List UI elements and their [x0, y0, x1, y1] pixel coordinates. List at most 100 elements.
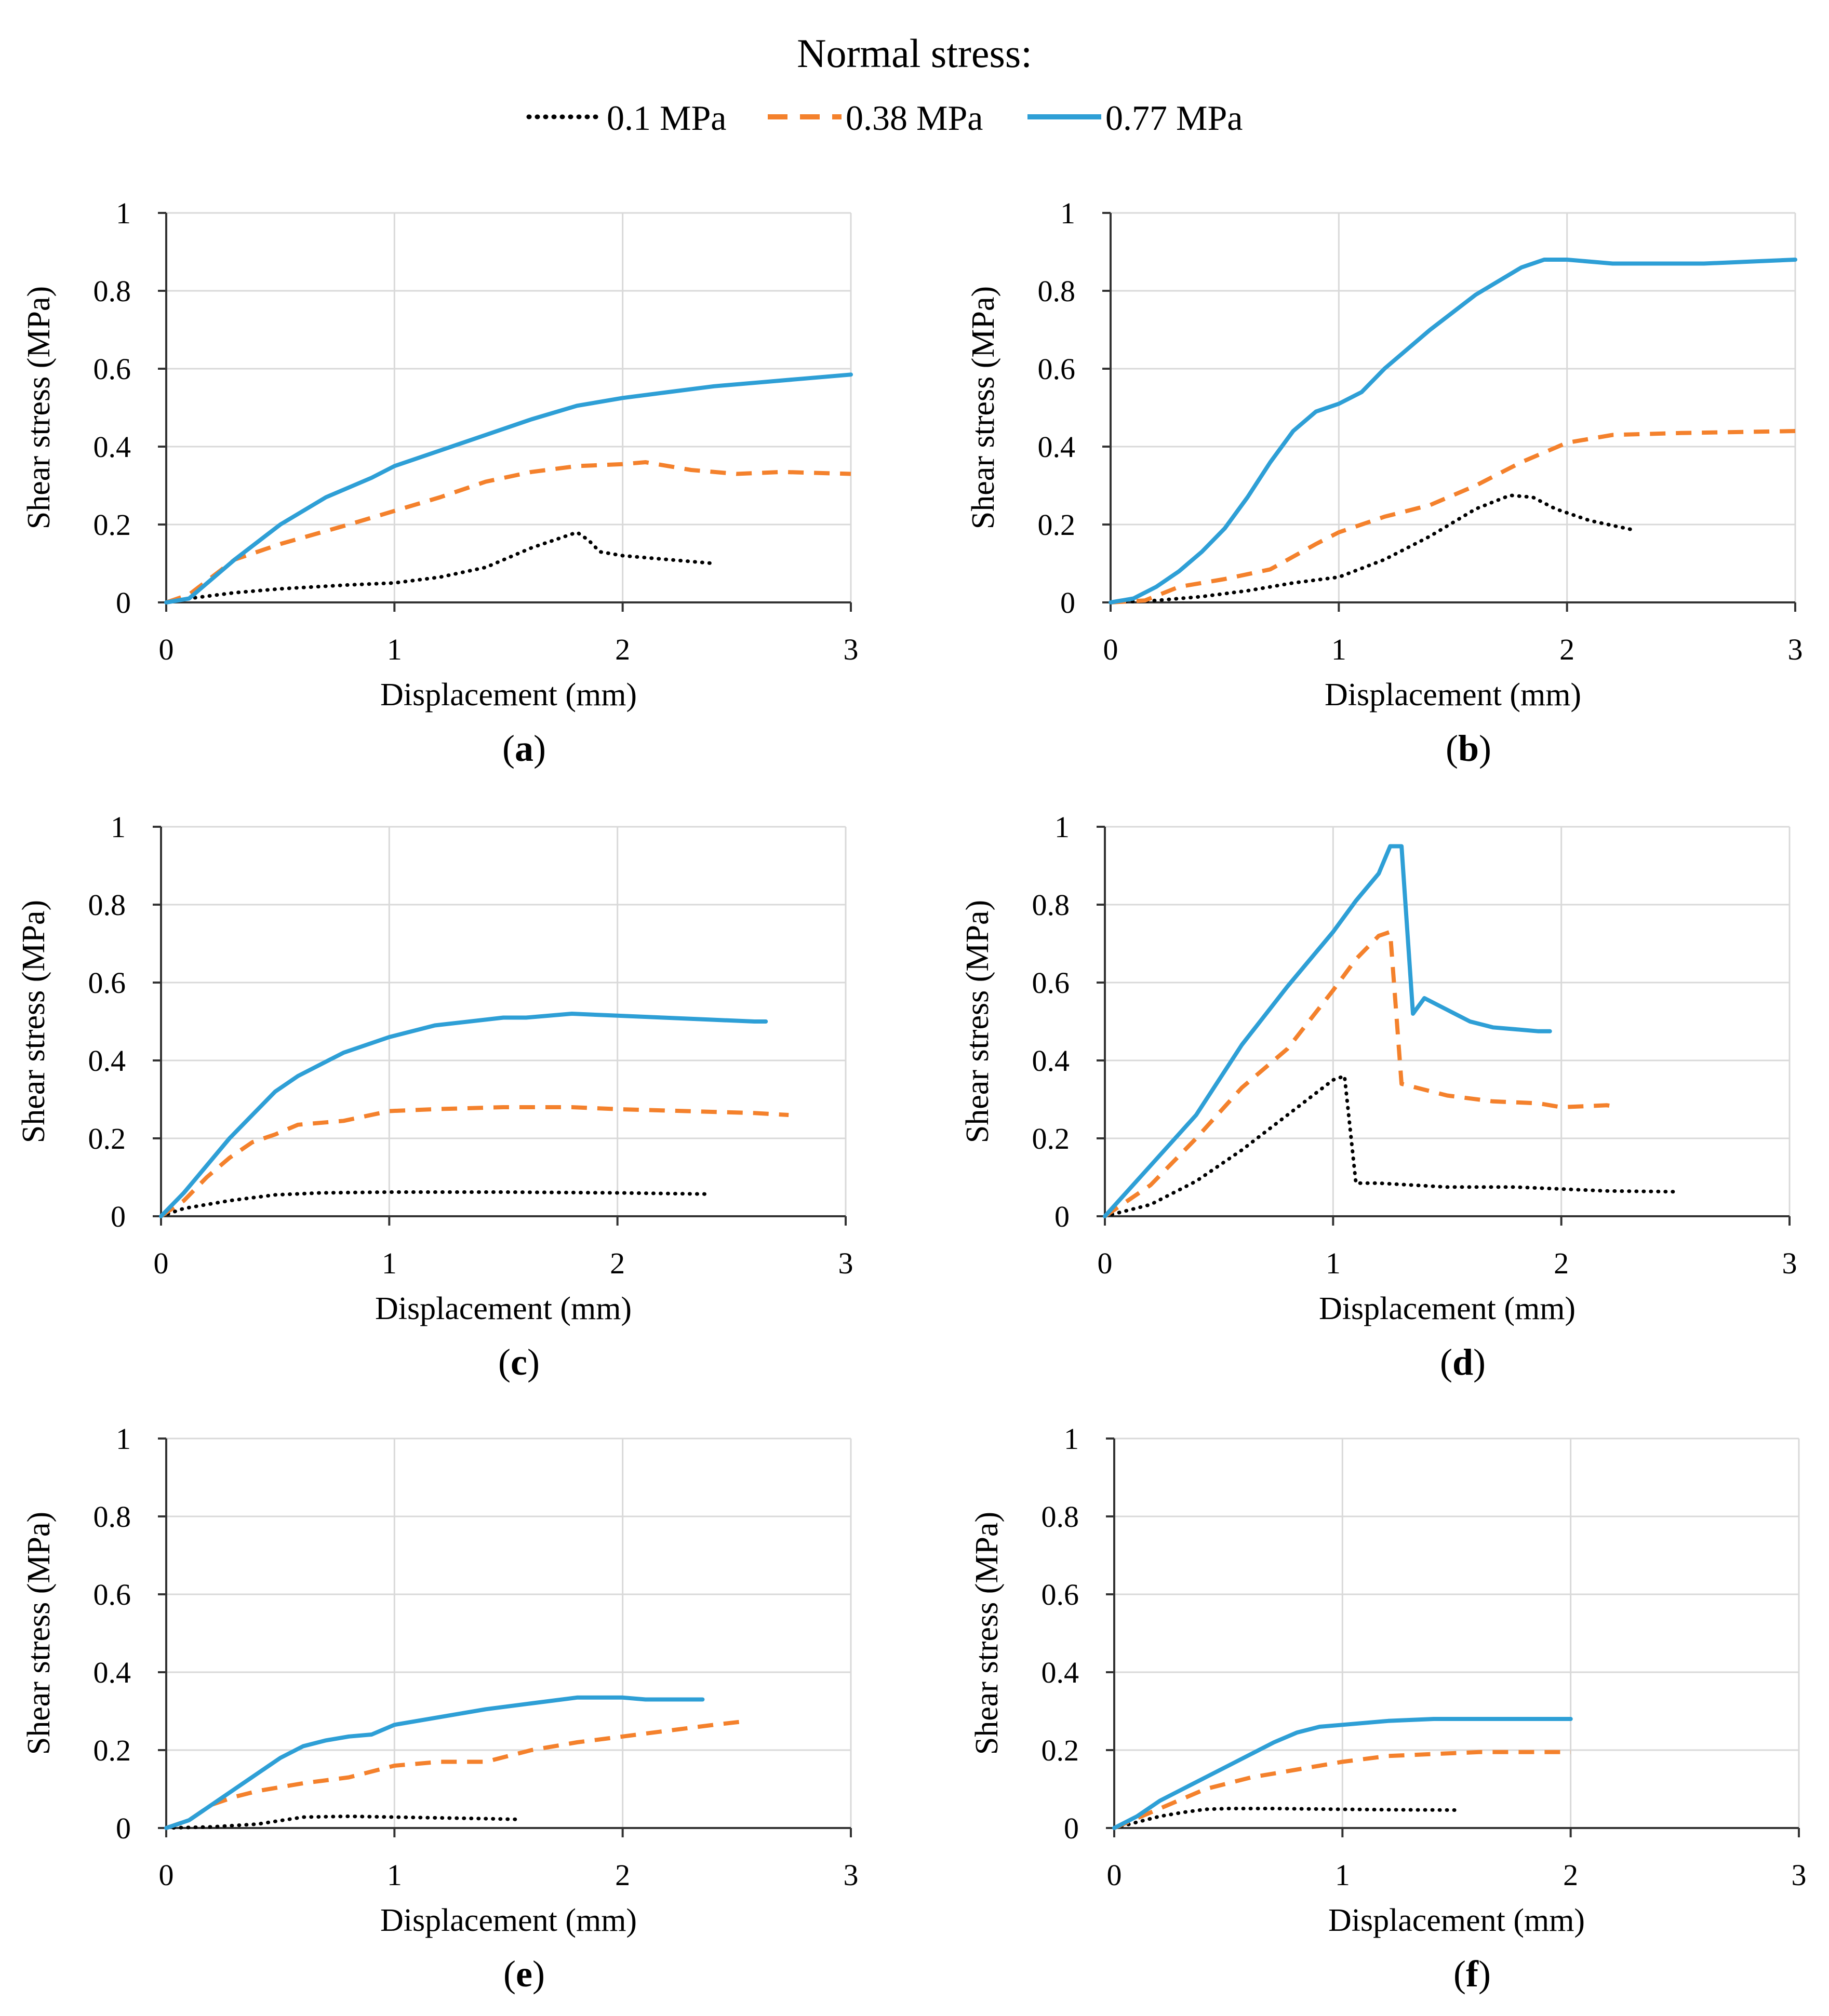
y-tick-label: 0.6 [1038, 352, 1076, 386]
y-tick-label: 0 [1060, 586, 1075, 620]
x-tick-label: 2 [615, 633, 630, 666]
y-axis-title: Shear stress (MPa) [16, 900, 51, 1143]
x-tick-label: 0 [159, 633, 174, 666]
series-line-0-1-mpa [1109, 493, 1637, 604]
x-tick-label: 0 [159, 1858, 174, 1892]
y-tick-label: 0.2 [88, 1122, 126, 1155]
y-tick-label: 0 [1064, 1811, 1079, 1845]
y-tick-label: 0 [116, 1811, 131, 1845]
legend-label: 0.77 MPa [1105, 98, 1243, 138]
y-tick-label: 0.4 [1038, 430, 1076, 464]
y-axis-title: Shear stress (MPa) [960, 900, 995, 1143]
y-tick-label: 0 [1054, 1200, 1070, 1233]
panel-label-letter: f [1466, 1953, 1479, 1995]
y-tick-label: 0.8 [88, 888, 126, 922]
x-tick-label: 3 [1792, 1858, 1807, 1892]
y-tick-label: 0.4 [1042, 1656, 1079, 1689]
y-tick-label: 0.8 [1032, 888, 1070, 922]
x-tick-label: 1 [387, 1858, 402, 1892]
y-tick-label: 0.2 [1038, 508, 1076, 542]
x-tick-label: 3 [844, 1858, 859, 1892]
panel-label: (d) [1440, 1341, 1486, 1383]
panel-label-close: ) [527, 1341, 540, 1383]
panel-label-open: ( [1446, 728, 1458, 769]
legend-label: 0.1 MPa [607, 98, 727, 138]
y-tick-label: 0.6 [94, 352, 131, 386]
x-tick-label: 0 [154, 1246, 169, 1280]
panel-label-letter: e [516, 1953, 532, 1995]
y-axis-title: Shear stress (MPa) [21, 286, 57, 529]
y-axis-title: Shear stress (MPa) [21, 1512, 57, 1755]
x-tick-label: 1 [1331, 633, 1346, 666]
y-tick-label: 0 [111, 1200, 126, 1233]
panel-label-close: ) [533, 728, 546, 769]
x-tick-label: 3 [1782, 1246, 1797, 1280]
x-axis-title: Displacement (mm) [380, 1903, 637, 1938]
y-tick-label: 0.4 [1032, 1044, 1070, 1078]
panel-label-close: ) [1479, 728, 1491, 769]
panel-label-close: ) [1478, 1953, 1491, 1995]
series-line-0-38-mpa [165, 460, 851, 604]
panel-label-letter: c [511, 1341, 527, 1383]
x-axis-title: Displacement (mm) [1328, 1903, 1585, 1938]
series-line-0-38-mpa [1113, 1750, 1571, 1830]
x-tick-label: 1 [382, 1246, 397, 1280]
panel-label-open: ( [498, 1341, 511, 1383]
legend-swatch-solid [1027, 114, 1101, 119]
panel-label-letter: a [515, 728, 533, 769]
x-tick-label: 2 [1554, 1246, 1569, 1280]
y-tick-label: 0.2 [1032, 1122, 1070, 1155]
x-tick-label: 2 [615, 1858, 630, 1892]
panel-label-close: ) [1473, 1341, 1486, 1383]
series-line-0-1-mpa [1112, 1807, 1459, 1830]
y-tick-label: 0.2 [94, 1733, 131, 1767]
y-axis-title: Shear stress (MPa) [969, 1512, 1005, 1755]
x-tick-label: 2 [1563, 1858, 1578, 1892]
series-line-0-77-mpa [1112, 1717, 1573, 1830]
panel-label-letter: d [1452, 1341, 1473, 1383]
y-tick-label: 0.8 [94, 274, 131, 308]
panel-label: (c) [498, 1341, 540, 1383]
y-tick-label: 1 [116, 1422, 131, 1456]
series-line-0-38-mpa [1103, 930, 1619, 1218]
legend-title: Normal stress: [797, 31, 1032, 76]
y-tick-label: 0.6 [1042, 1578, 1079, 1611]
y-tick-label: 0.6 [88, 966, 126, 1000]
panel-label-open: ( [502, 728, 515, 769]
x-tick-label: 3 [1788, 633, 1803, 666]
legend-swatch-dashed [768, 114, 842, 119]
x-axis-title: Displacement (mm) [1319, 1291, 1576, 1326]
y-tick-label: 0 [116, 586, 131, 620]
series-line-0-1-mpa [159, 1190, 711, 1218]
y-tick-label: 0.4 [94, 1656, 131, 1689]
y-tick-label: 1 [1054, 810, 1070, 844]
y-tick-label: 0.4 [88, 1044, 126, 1078]
y-tick-label: 0.8 [1042, 1500, 1079, 1534]
y-tick-label: 0.8 [94, 1500, 131, 1534]
panel-label: (e) [503, 1953, 545, 1995]
panel-label: (a) [502, 728, 546, 769]
y-tick-label: 0.4 [94, 430, 131, 464]
panel-label-open: ( [1453, 1953, 1466, 1995]
legend: 0.1 MPa 0.38 MPa 0.77 MPa [0, 93, 1829, 140]
x-axis-title: Displacement (mm) [380, 677, 637, 713]
x-axis-title: Displacement (mm) [1325, 677, 1581, 713]
series-line-0-77-mpa [1103, 844, 1552, 1218]
panel-label-open: ( [503, 1953, 516, 1995]
x-tick-label: 3 [844, 633, 859, 666]
series-line-0-1-mpa [1103, 1074, 1677, 1218]
series-line-0-77-mpa [159, 1012, 768, 1218]
y-tick-label: 1 [111, 810, 126, 844]
y-tick-label: 1 [116, 196, 131, 230]
y-tick-label: 0.6 [1032, 966, 1070, 1000]
series-line-0-77-mpa [1109, 258, 1797, 604]
y-tick-label: 0.2 [94, 508, 131, 542]
x-tick-label: 3 [838, 1246, 853, 1280]
